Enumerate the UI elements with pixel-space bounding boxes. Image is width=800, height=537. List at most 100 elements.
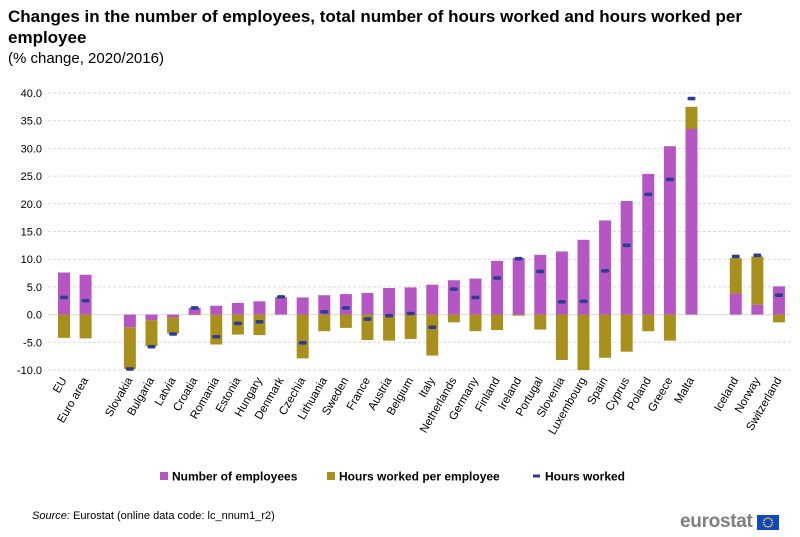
y-axis-ticks: -10.0 -5.0 0.0 5.0 10.0 15.0 20.0 25.0 30.0 35.0 4… [17, 88, 42, 377]
y-tick-label: 0.0 [27, 310, 42, 322]
employees-bar [599, 220, 612, 315]
y-tick-label: 15.0 [21, 227, 42, 239]
chart-title: Changes in the number of employees, tota… [8, 7, 742, 47]
hours-per-employee-bar [58, 314, 70, 338]
y-tick-label: 40.0 [21, 88, 42, 100]
y-tick-label: -5.0 [23, 337, 42, 349]
hours-per-employee-bar [318, 314, 331, 332]
hours-worked-marker [125, 367, 134, 371]
y-tick-label: 5.0 [27, 282, 42, 294]
employees-bar [123, 314, 136, 328]
legend-hours-worked-label: Hours worked [545, 470, 625, 484]
employees-bar [339, 294, 352, 315]
hours-per-employee-bar [534, 314, 547, 330]
hours-per-employee-bar [555, 314, 568, 361]
employees-bar [79, 274, 92, 315]
employees-bar [447, 280, 460, 315]
hours-per-employee-bar [751, 256, 764, 305]
employees-bar [296, 297, 309, 315]
x-tick-label: Malta [673, 375, 698, 406]
legend-hours-worked: Hours worked [533, 470, 625, 484]
hours-per-employee-bar [512, 314, 525, 316]
chart-subtitle: (% change, 2020/2016) [8, 50, 164, 67]
hours-worked-markers [60, 96, 783, 371]
hours-worked-marker [731, 254, 740, 259]
employees-bar [58, 272, 70, 315]
hours-worked-marker [320, 310, 329, 314]
hours-worked-marker [255, 320, 264, 324]
hours-per-employee-bar [663, 314, 676, 341]
hours-per-employee-bar [491, 314, 504, 331]
employees-bar [491, 260, 504, 315]
hours-per-employee-bar [361, 314, 374, 341]
hours-per-employee-bar [210, 314, 223, 345]
hours-per-employee-bar [469, 314, 482, 332]
hours-per-employee-bar [167, 317, 180, 334]
hours-per-employee-bar [123, 327, 136, 369]
source-text: Eurostat (online data code: lc_nnum1_r2) [72, 510, 275, 522]
logo-text: eurostat [680, 511, 753, 532]
y-tick-label: 30.0 [21, 143, 42, 155]
employees-bar [361, 292, 374, 315]
y-tick-label: 35.0 [21, 116, 42, 128]
hours-per-employee-bar [577, 314, 590, 370]
hours-worked-marker [169, 332, 178, 336]
employees-bar [534, 254, 547, 315]
legend-hours-per-employee-swatch [327, 472, 335, 480]
hours-per-employee-bar [339, 314, 352, 328]
legend-employees-label: Number of employees [172, 470, 298, 484]
employees-bar [383, 288, 396, 315]
y-tick-label: 20.0 [21, 199, 42, 211]
bars [58, 106, 785, 370]
employees-bar [729, 293, 742, 315]
hours-worked-marker [449, 287, 458, 291]
employees-bar [210, 305, 223, 315]
hours-worked-marker [212, 334, 221, 339]
hours-per-employee-bar [620, 314, 633, 352]
employees-bar [751, 304, 764, 315]
hours-per-employee-bar [188, 314, 201, 316]
hours-worked-marker [557, 300, 566, 304]
hours-worked-marker [233, 321, 242, 326]
hours-worked-marker [514, 256, 523, 261]
employees-bar [275, 298, 288, 315]
hours-worked-marker [579, 299, 588, 304]
x-tick-label: Italy [417, 375, 438, 399]
hours-per-employee-bar [404, 314, 417, 339]
hours-worked-marker [385, 313, 394, 318]
legend-hours-worked-swatch [533, 474, 540, 478]
hours-worked-marker [81, 298, 90, 303]
hours-worked-marker [428, 325, 437, 330]
hours-worked-marker [622, 243, 631, 248]
employees-bar [318, 295, 331, 315]
hours-per-employee-bar [447, 314, 460, 323]
legend-hours-per-employee: Hours worked per employee [327, 470, 500, 484]
employees-bar [512, 258, 525, 315]
hours-worked-marker [687, 96, 696, 101]
source-note: Source: Eurostat (online data code: lc_n… [32, 510, 275, 522]
hours-worked-marker [774, 293, 783, 298]
legend: Number of employees Hours worked per empl… [160, 470, 625, 484]
hours-worked-marker [536, 269, 545, 274]
employees-bar [253, 301, 266, 315]
employees-bar [555, 251, 568, 315]
hours-worked-marker [753, 253, 762, 258]
employees-bar [167, 314, 180, 318]
hours-per-employee-bar [599, 314, 612, 358]
hours-worked-marker [644, 192, 653, 197]
hours-per-employee-bar [772, 314, 785, 323]
employees-bar [642, 173, 655, 315]
hours-worked-marker [665, 177, 674, 182]
hours-per-employee-bar [145, 320, 158, 347]
hours-worked-marker [298, 341, 307, 345]
employees-bar [772, 286, 785, 315]
eurostat-logo: eurostat [680, 511, 779, 533]
legend-hours-per-employee-label: Hours worked per employee [339, 470, 500, 484]
employees-bar [231, 302, 244, 315]
employees-bar [577, 239, 590, 315]
hours-worked-marker [493, 276, 502, 280]
hours-per-employee-bar [729, 258, 742, 294]
eu-flag-icon [756, 514, 779, 530]
